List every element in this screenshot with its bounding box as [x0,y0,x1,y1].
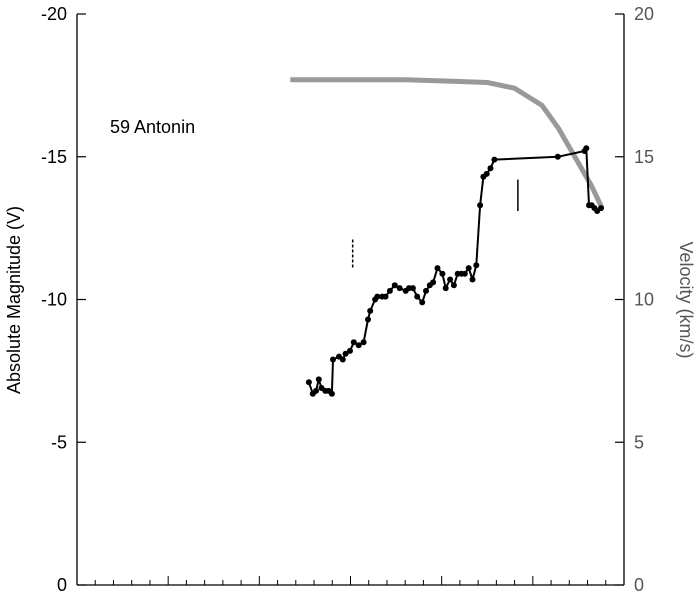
y-tick-label-left: 0 [57,575,67,595]
y-axis-label-right: Velocity (km/s) [676,241,696,358]
y-tick-label-right: 5 [634,432,644,452]
chart-annotation: 59 Antonin [110,117,195,137]
magnitude-point [488,165,494,171]
magnitude-line [309,148,601,394]
y-tick-label-left: -10 [41,290,67,310]
magnitude-point [347,348,353,354]
y-tick-label-left: -15 [41,147,67,167]
y-tick-label-left: -5 [51,432,67,452]
magnitude-point [466,265,472,271]
y-tick-label-right: 20 [634,4,654,24]
magnitude-point [439,271,445,277]
magnitude-point [462,271,468,277]
magnitude-point [598,205,604,211]
magnitude-point [361,339,367,345]
magnitude-point [414,294,420,300]
magnitude-point [477,202,483,208]
magnitude-point [383,294,389,300]
magnitude-point [484,171,490,177]
magnitude-point [435,265,441,271]
magnitude-point [419,299,425,305]
y-tick-label-right: 15 [634,147,654,167]
y-tick-label-right: 0 [634,575,644,595]
axes: 0 -5 -10 -15 -20 0 5 10 15 20 [41,4,654,595]
magnitude-point [443,285,449,291]
magnitude-point [313,388,319,394]
magnitude-point [555,154,561,160]
magnitude-point [583,145,589,151]
magnitude-point [423,288,429,294]
magnitude-point [365,317,371,323]
magnitude-point [410,285,416,291]
magnitude-point [329,391,335,397]
magnitude-point [387,288,393,294]
series-layer [290,80,604,397]
magnitude-point [430,279,436,285]
magnitude-point [367,308,373,314]
magnitude-point [491,157,497,163]
magnitude-point [316,376,322,382]
magnitude-point [470,277,476,283]
magnitude-point [447,277,453,283]
y-tick-label-right: 10 [634,290,654,310]
magnitude-point [330,357,336,363]
magnitude-point [340,357,346,363]
magnitude-point [397,285,403,291]
magnitude-point [451,282,457,288]
y-tick-label-left: -20 [41,4,67,24]
y-axis-label-left: Absolute Magnitude (V) [4,206,24,394]
magnitude-point [306,379,312,385]
velocity-line [290,80,602,208]
magnitude-point [473,262,479,268]
